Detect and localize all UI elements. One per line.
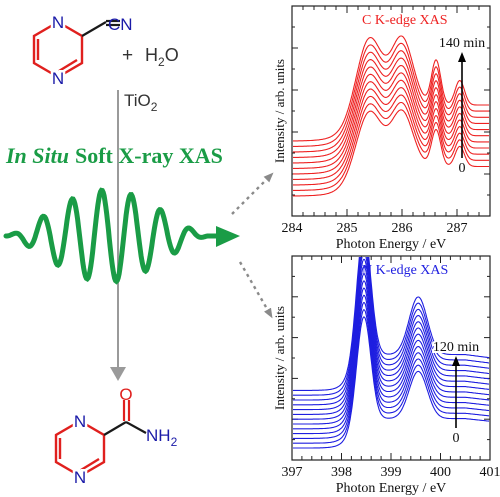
x-tick-label: 400 (430, 465, 451, 480)
headline-italic: In Situ (5, 143, 69, 168)
catalyst-label: TiO2 (124, 91, 158, 114)
time-label-end: 140 min (439, 36, 485, 51)
headline: In Situ Soft X-ray XAS (5, 143, 223, 168)
reactant-n-top-label: N (52, 13, 64, 32)
reaction-arrow-head (110, 367, 126, 381)
product-molecule: N N O NH2 (54, 385, 178, 490)
spectrum-line (293, 72, 489, 169)
time-label-end: 120 min (433, 340, 479, 355)
spectrum-line (293, 257, 489, 391)
spectrum-line (293, 109, 489, 197)
reactant-cn-label: CN (108, 15, 133, 34)
y-axis-label: Intensity / arb. units (272, 59, 287, 163)
x-tick-label: 397 (282, 465, 303, 480)
spectrum-line (293, 64, 489, 164)
reactant-molecule: N N CN (32, 11, 133, 91)
x-tick-label: 286 (392, 221, 413, 236)
headline-rest: Soft X-ray XAS (75, 143, 223, 168)
spectra-group (293, 257, 489, 449)
product-n-bottom-label: N (74, 468, 86, 487)
product-nh2-label: NH2 (146, 426, 178, 449)
spectrum-line (293, 257, 489, 406)
spectrum-line (293, 87, 489, 180)
plus-sign: + (122, 45, 133, 66)
x-tick-label: 284 (282, 221, 303, 236)
spectrum-line (293, 258, 489, 411)
x-tick-label: 398 (331, 465, 352, 480)
spectrum-line (293, 316, 489, 449)
xray-wave-arrowhead (216, 226, 240, 247)
reactant-n-bottom-label: N (52, 69, 64, 88)
y-axis-label: Intensity / arb. units (272, 306, 287, 410)
spectrum-line (293, 273, 489, 420)
x-axis-label: Photon Energy / eV (336, 481, 447, 496)
spectrum-line (293, 101, 489, 191)
product-o-label: O (119, 385, 132, 404)
x-axis-label: Photon Energy / eV (336, 237, 447, 252)
spectra-group (293, 35, 489, 197)
spectrum-line (293, 301, 489, 439)
spectrum-line (293, 265, 489, 415)
dotted-arrow-to-c-edge (231, 172, 274, 215)
product-n-top-label: N (74, 412, 86, 431)
x-tick-label: 287 (447, 221, 468, 236)
spectrum-line (293, 35, 489, 142)
n-kedge-xas-chart: 397 398 399 400 401 Photon Energy / eV Intensi… (272, 255, 500, 496)
time-arrow-head (452, 356, 460, 366)
time-label-start: 0 (459, 161, 466, 176)
spectrum-line (293, 79, 489, 175)
x-tick-label: 401 (480, 465, 500, 480)
spectrum-line (293, 94, 489, 186)
time-arrow-head (458, 52, 466, 62)
time-label-start: 0 (453, 431, 460, 446)
panel-title: N K-edge XAS (362, 263, 448, 278)
plot-frame (291, 255, 491, 461)
spectrum-line (293, 42, 489, 147)
spectrum-line (293, 280, 489, 425)
spectrum-line (293, 50, 489, 153)
panel-title: C K-edge XAS (362, 13, 448, 28)
spectrum-line (293, 294, 489, 435)
spectrum-line (293, 57, 489, 158)
x-tick-label: 399 (381, 465, 402, 480)
dotted-arrow-to-n-edge (238, 261, 273, 319)
x-tick-label: 285 (337, 221, 358, 236)
spectrum-line (293, 309, 489, 444)
xray-wave (3, 187, 221, 285)
water-label: H2O (145, 45, 179, 69)
spectrum-line (293, 287, 489, 430)
